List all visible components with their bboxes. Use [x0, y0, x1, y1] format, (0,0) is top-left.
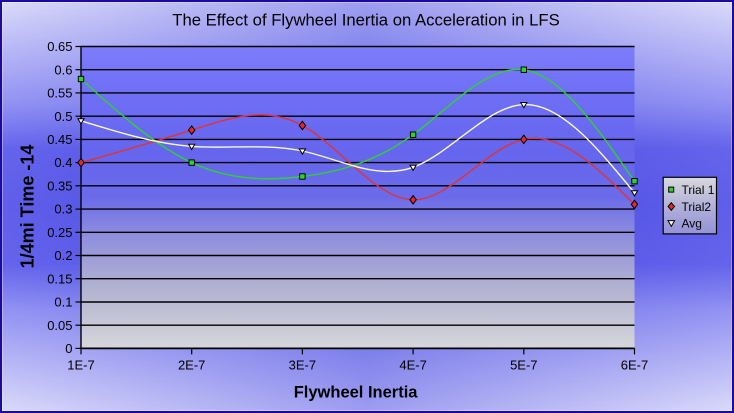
- svg-text:0.1: 0.1: [54, 295, 72, 310]
- svg-text:2E-7: 2E-7: [178, 358, 205, 373]
- svg-text:5E-7: 5E-7: [510, 358, 537, 373]
- svg-text:0.55: 0.55: [47, 86, 72, 101]
- svg-text:1E-7: 1E-7: [67, 358, 94, 373]
- svg-text:6E-7: 6E-7: [621, 358, 648, 373]
- svg-text:0: 0: [65, 341, 72, 356]
- svg-text:0.35: 0.35: [47, 178, 72, 193]
- svg-text:Trial 1: Trial 1: [682, 183, 715, 197]
- svg-text:0.65: 0.65: [47, 39, 72, 54]
- svg-text:0.2: 0.2: [54, 248, 72, 263]
- svg-text:0.3: 0.3: [54, 202, 72, 217]
- svg-text:0.15: 0.15: [47, 271, 72, 286]
- svg-text:0.6: 0.6: [54, 62, 72, 77]
- svg-text:Trial2: Trial2: [682, 200, 712, 214]
- svg-text:1/4mi Time -14: 1/4mi Time -14: [18, 145, 38, 269]
- svg-text:Flywheel Inertia: Flywheel Inertia: [294, 383, 419, 401]
- svg-text:0.5: 0.5: [54, 109, 72, 124]
- svg-text:Avg: Avg: [682, 217, 702, 231]
- svg-text:0.4: 0.4: [54, 155, 72, 170]
- svg-text:3E-7: 3E-7: [289, 358, 316, 373]
- svg-text:4E-7: 4E-7: [399, 358, 426, 373]
- svg-text:The Effect of Flywheel Inertia: The Effect of Flywheel Inertia on Accele…: [172, 10, 559, 29]
- svg-text:0.25: 0.25: [47, 225, 72, 240]
- svg-text:0.45: 0.45: [47, 132, 72, 147]
- svg-text:0.05: 0.05: [47, 318, 72, 333]
